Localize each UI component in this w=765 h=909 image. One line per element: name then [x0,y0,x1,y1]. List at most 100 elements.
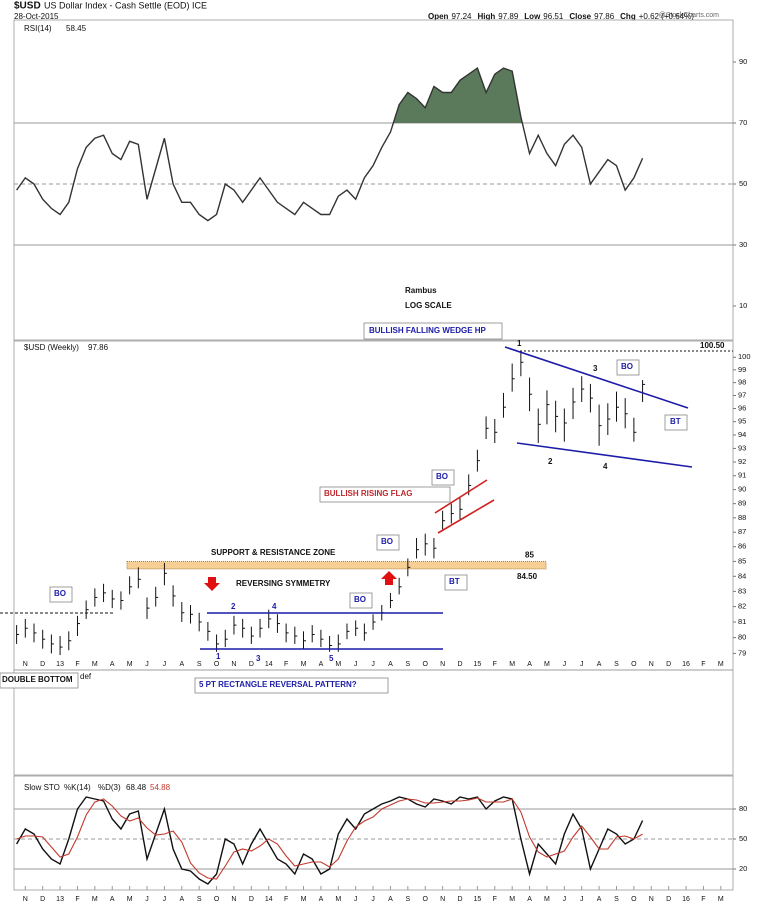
date: 28-Oct-2015 [14,12,59,21]
sto-d-name: %D(3) [98,783,121,792]
x-tick-label: M [544,896,550,903]
level-label: 85 [525,551,534,560]
label-box [194,677,389,694]
rectangle-point: 5 [329,654,334,663]
y-tick-label: 90 [739,57,747,66]
sto-k-value: 68.48 [126,783,147,792]
bo-label: BO [436,472,448,481]
y-tick-label: 20 [739,864,747,873]
y-tick-label: 85 [738,556,746,565]
level-label: 100.50 [700,341,725,350]
x-tick-label: D [666,661,671,668]
x-tick-label: F [284,896,288,903]
x-tick-label: 13 [56,896,64,903]
price-value: 97.86 [88,343,109,352]
sto-label: Slow STO [24,783,60,792]
x-tick-label: S [614,661,619,668]
x-tick-label: J [371,661,375,668]
x-tick-label: 15 [473,661,481,668]
x-tick-label: N [23,896,28,903]
x-tick-label: A [179,896,184,903]
source: @StockCharts.com [659,12,720,19]
x-tick-label: M [509,661,515,668]
y-tick-label: 90 [738,485,746,494]
x-tick-label: J [580,896,584,903]
bo-label: BO [621,362,633,371]
x-tick-label: A [179,661,184,668]
flag-lower [437,499,495,534]
bo-label: BO [381,537,393,546]
x-tick-label: S [406,661,411,668]
x-tick-label: M [718,896,724,903]
x-tick-label: N [649,896,654,903]
double-bottom-label: DOUBLE BOTTOM [2,675,73,684]
flag-upper [434,479,488,514]
y-tick-label: 89 [738,499,746,508]
quote-label: High [477,12,495,21]
x-tick-label: M [718,661,724,668]
x-tick-label: A [388,896,393,903]
x-tick-label: F [493,896,497,903]
x-tick-label: J [580,661,584,668]
y-tick-label: 50 [739,834,747,843]
quote-label: Chg [620,12,636,21]
indicator-line [16,796,644,885]
x-tick-label: O [214,896,220,903]
wedge-upper [504,346,689,409]
x-tick-label: J [563,661,567,668]
x-tick-label: D [40,661,45,668]
x-tick-label: O [631,661,637,668]
quote-label: Low [524,12,541,21]
y-tick-label: 97 [738,390,746,399]
x-tick-label: O [214,661,220,668]
x-tick-label: A [527,661,532,668]
x-tick-label: N [649,661,654,668]
x-tick-label: D [457,661,462,668]
zone-label: SUPPORT & RESISTANCE ZONE [211,548,336,557]
x-tick-label: M [92,661,98,668]
marks: NNDD1313FFMMAAMMJJJJAASSOONNDD1414FFMMAA… [14,57,751,903]
x-tick-label: A [597,896,602,903]
y-tick-label: 50 [739,179,747,188]
empty-panel [13,669,734,776]
quote-value: +0.62 (+0.64%) [639,12,694,21]
x-tick-label: F [701,661,705,668]
x-tick-label: F [701,896,705,903]
x-tick-label: J [163,661,167,668]
label-box [616,359,640,376]
x-tick-label: F [75,661,79,668]
sto-d-value: 54.88 [150,783,171,792]
cut-text: def [80,672,92,681]
rsi-label: RSI(14) [24,24,52,33]
x-tick-label: A [319,661,324,668]
x-tick-label: 15 [473,896,481,903]
x-tick-label: A [110,661,115,668]
x-tick-label: N [23,661,28,668]
overbought-fill [16,68,643,123]
x-tick-label: D [40,896,45,903]
x-tick-label: J [354,896,358,903]
bt-label: BT [449,577,460,586]
x-tick-label: A [388,661,393,668]
x-tick-label: F [284,661,288,668]
quote-label: Open [428,12,449,21]
x-tick-label: J [371,896,375,903]
wedge-label: BULLISH FALLING WEDGE HP [369,326,487,335]
x-tick-label: O [631,896,637,903]
y-tick-label: 10 [739,301,747,310]
x-tick-label: M [127,661,133,668]
x-tick-label: N [440,661,445,668]
x-tick-label: 14 [265,661,273,668]
x-tick-label: 16 [682,661,690,668]
x-tick-label: J [163,896,167,903]
y-tick-label: 83 [738,586,746,595]
instrument-name: US Dollar Index - Cash Settle (EOD) ICE [44,0,207,10]
indicator-line [16,797,643,880]
y-tick-label: 70 [739,118,747,127]
x-tick-label: N [440,896,445,903]
y-tick-label: 30 [739,240,747,249]
wedge-point: 3 [593,364,598,373]
y-tick-label: 84 [738,571,746,580]
indicator-line [16,66,644,222]
